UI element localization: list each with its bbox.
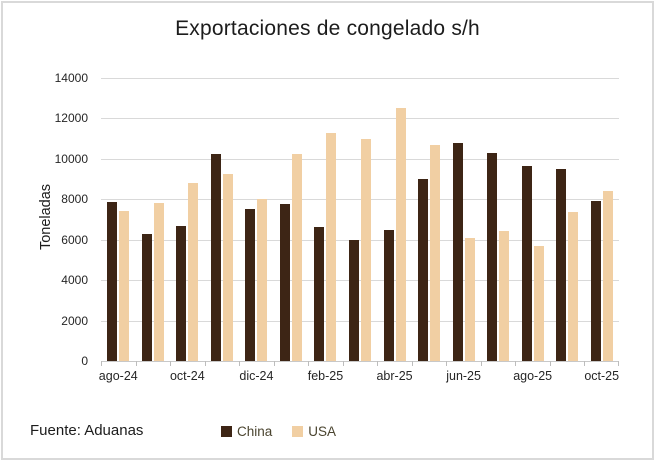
x-tick-mark [584,361,585,366]
x-tick-label-jun-25: jun-25 [446,369,481,383]
x-tick-mark [308,361,309,366]
bar-usa-ago-25 [533,245,544,361]
bar-group-sep-25 [550,78,585,361]
bar-china-jul-25 [487,152,498,361]
gridline [101,118,619,120]
x-tick-mark [274,361,275,366]
source-note: Fuente: Aduanas [30,422,144,439]
x-tick-mark [136,361,137,366]
bar-china-may-25 [418,179,429,361]
bar-china-mar-25 [348,239,359,361]
bar-group-jul-25 [481,78,516,361]
bar-group-oct-25 [584,78,619,361]
x-tick-mark [515,361,516,366]
bar-usa-dic-24 [257,199,268,361]
bar-group-sep-24 [136,78,171,361]
y-tick-label: 0 [81,354,88,368]
bar-groups [101,78,619,361]
x-tick-mark [343,361,344,366]
bar-china-ago-24 [107,202,118,361]
bar-china-sep-24 [141,233,152,361]
bar-china-jun-25 [452,142,463,361]
x-tick-mark [239,361,240,366]
gridline [101,158,619,160]
bar-china-oct-25 [590,201,601,361]
bar-usa-sep-25 [568,212,579,361]
chart-title: Exportaciones de congelado s/h [175,17,480,40]
x-tick-label-ago-25: ago-25 [513,369,553,383]
x-tick-mark [377,361,378,366]
bar-usa-ene-25 [291,153,302,361]
y-tick-label: 2000 [61,313,88,328]
legend-item-china: China [221,424,272,439]
bar-group-dic-24 [239,78,274,361]
x-tick-label-feb-25: feb-25 [307,369,344,383]
gridline [101,239,619,241]
y-tick-label: 14000 [54,71,88,85]
gridline [101,199,619,201]
bar-china-feb-25 [314,226,325,361]
bar-china-sep-25 [556,168,567,361]
x-tick-mark [170,361,171,366]
bar-usa-abr-25 [395,108,406,361]
x-tick-label-dic-24: dic-24 [239,369,274,383]
bar-usa-oct-25 [602,191,613,361]
bar-group-jun-25 [446,78,481,361]
gridline [101,280,619,282]
bar-china-ene-25 [279,204,290,361]
y-tick-label: 4000 [61,273,88,288]
bar-group-ene-25 [274,78,309,361]
bar-usa-jun-25 [464,237,475,361]
x-tick-mark [446,361,447,366]
gridline [101,320,619,322]
bar-group-nov-24 [205,78,240,361]
x-tick-mark [205,361,206,366]
x-tick-mark [101,361,102,366]
bar-group-feb-25 [308,78,343,361]
legend-swatch-usa [292,426,304,437]
x-tick-label-oct-24: oct-24 [169,369,205,383]
bar-group-ago-24 [101,78,136,361]
legend-label-usa: USA [308,424,337,439]
x-tick-mark [550,361,551,366]
legend-item-usa: USA [292,424,336,439]
gridline [101,78,619,79]
bar-china-oct-24 [176,225,187,361]
y-tick-label: 12000 [54,111,88,126]
y-tick-label: 10000 [54,151,88,166]
bar-china-dic-24 [245,209,256,361]
legend: China USA [221,424,336,439]
bar-usa-ago-24 [119,211,130,361]
bar-group-may-25 [412,78,447,361]
bar-usa-nov-24 [222,174,233,361]
legend-swatch-china [221,426,232,437]
plot-area [101,78,619,366]
bar-usa-feb-25 [326,132,337,361]
x-tick-mark [481,361,482,366]
bar-usa-sep-24 [153,203,164,361]
bar-group-oct-24 [170,78,205,361]
bar-usa-may-25 [430,144,441,361]
bar-china-abr-25 [383,229,394,361]
y-tick-label: 6000 [61,232,88,247]
bar-usa-oct-24 [188,183,199,361]
x-tick-label-ago-24: ago-24 [98,369,138,383]
x-tick-label-oct-25: oct-25 [584,369,620,383]
x-tick-mark [412,361,413,366]
x-axis-tick-labels: ago-24 oct-24 dic-24 feb-25 abr-25 jun-25 ago-… [98,369,620,387]
bar-group-mar-25 [343,78,378,361]
bar-china-ago-25 [521,165,532,361]
bar-usa-mar-25 [360,138,371,361]
x-tick-mark [618,361,619,366]
bar-usa-jul-25 [499,230,510,361]
bar-group-ago-25 [515,78,550,361]
x-tick-label-abr-25: abr-25 [376,369,413,383]
y-axis-tick-labels: 0 2000 4000 6000 8000 10000 12000 14000 [33,71,88,368]
legend-label-china: China [237,424,273,439]
bar-group-abr-25 [377,78,412,361]
y-tick-label: 8000 [61,192,88,207]
bar-china-nov-24 [210,153,221,361]
